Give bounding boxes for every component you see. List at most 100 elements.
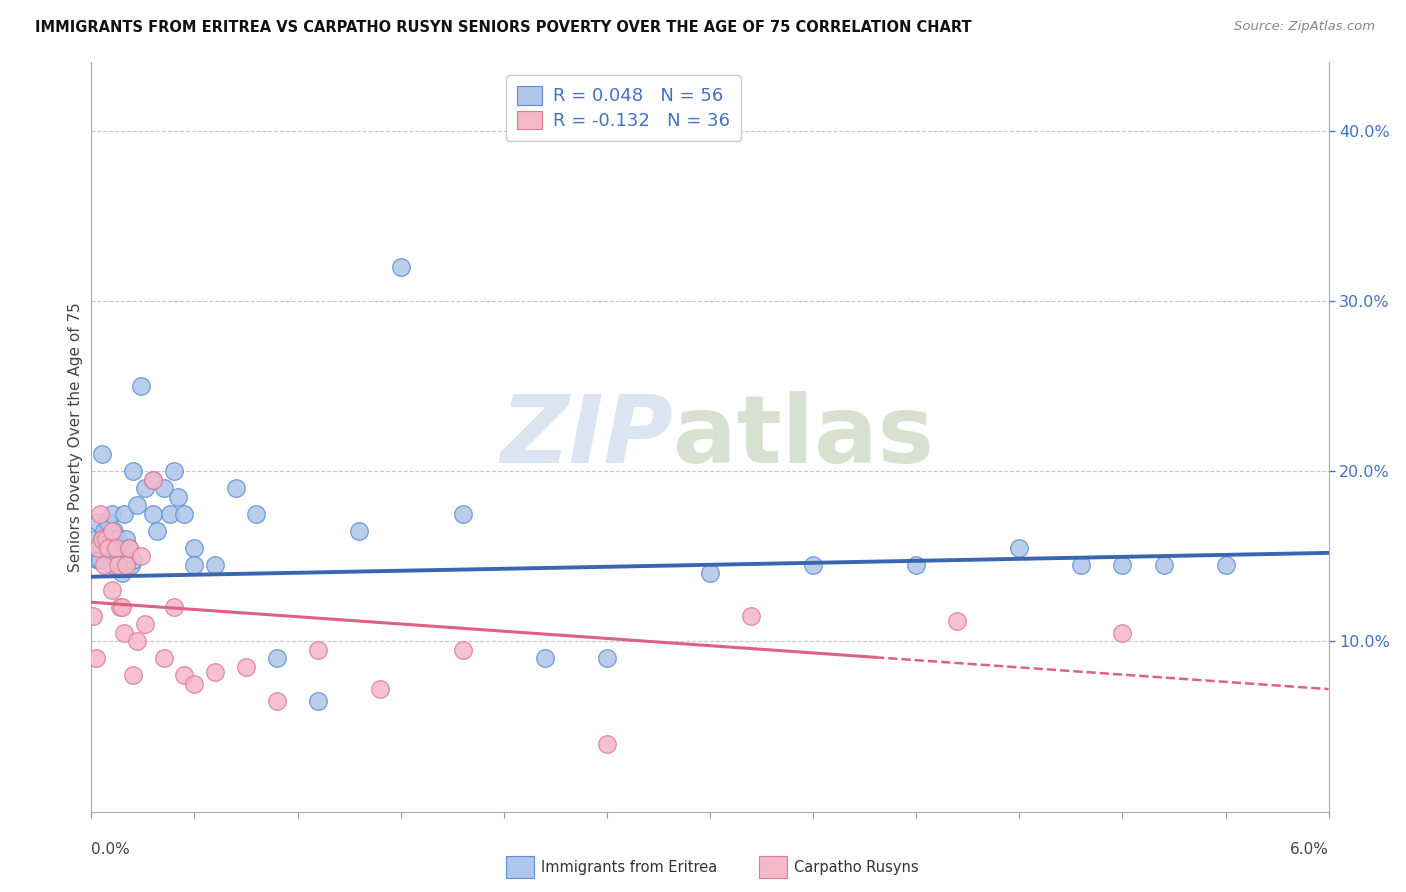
Point xyxy=(451,643,474,657)
Point xyxy=(112,507,135,521)
Point xyxy=(97,541,120,555)
Point xyxy=(101,524,124,538)
Point xyxy=(245,507,267,521)
Point xyxy=(801,558,824,572)
Point xyxy=(111,600,134,615)
Point xyxy=(115,533,138,547)
Point xyxy=(105,541,128,555)
Point xyxy=(740,608,762,623)
Point xyxy=(596,737,619,751)
Point xyxy=(451,507,474,521)
Point xyxy=(115,558,138,572)
Point xyxy=(93,558,115,572)
Point xyxy=(204,558,226,572)
Text: Source: ZipAtlas.com: Source: ZipAtlas.com xyxy=(1234,20,1375,33)
Point xyxy=(1215,558,1237,572)
Point xyxy=(121,668,143,682)
Point xyxy=(112,626,135,640)
Point xyxy=(82,541,104,555)
Point xyxy=(163,464,186,478)
Point xyxy=(101,507,124,521)
Point xyxy=(84,651,107,665)
Point xyxy=(1153,558,1175,572)
Point xyxy=(183,558,205,572)
Point xyxy=(349,524,371,538)
Point xyxy=(86,515,108,529)
Text: IMMIGRANTS FROM ERITREA VS CARPATHO RUSYN SENIORS POVERTY OVER THE AGE OF 75 COR: IMMIGRANTS FROM ERITREA VS CARPATHO RUSY… xyxy=(35,20,972,35)
Point xyxy=(101,541,124,555)
Point xyxy=(173,507,195,521)
Text: atlas: atlas xyxy=(673,391,934,483)
Point xyxy=(90,447,112,461)
Point xyxy=(90,533,112,547)
Point xyxy=(120,558,142,572)
Point xyxy=(105,533,128,547)
Point xyxy=(1070,558,1092,572)
Point xyxy=(225,481,247,495)
Point xyxy=(107,558,129,572)
Point xyxy=(97,515,120,529)
Point xyxy=(235,660,257,674)
Point xyxy=(134,617,156,632)
Point xyxy=(129,549,152,564)
Y-axis label: Seniors Poverty Over the Age of 75: Seniors Poverty Over the Age of 75 xyxy=(67,302,83,572)
Point xyxy=(98,541,121,555)
Point xyxy=(1008,541,1031,555)
Point xyxy=(307,643,329,657)
Point xyxy=(110,600,132,615)
Point xyxy=(183,677,205,691)
Point xyxy=(204,665,226,679)
Point xyxy=(107,533,129,547)
Point xyxy=(121,464,143,478)
Point xyxy=(159,507,181,521)
Legend: R = 0.048   N = 56, R = -0.132   N = 36: R = 0.048 N = 56, R = -0.132 N = 36 xyxy=(506,75,741,141)
Point xyxy=(534,651,557,665)
Point xyxy=(89,507,111,521)
Point xyxy=(117,541,139,555)
Point xyxy=(117,541,139,555)
Point xyxy=(125,498,148,512)
Point xyxy=(93,524,115,538)
Point xyxy=(266,694,288,708)
Text: 6.0%: 6.0% xyxy=(1289,842,1329,856)
Point xyxy=(121,552,143,566)
Point xyxy=(125,634,148,648)
Point xyxy=(134,481,156,495)
Point xyxy=(86,541,108,555)
Point xyxy=(103,524,125,538)
Point xyxy=(86,552,108,566)
Point xyxy=(142,507,165,521)
Point xyxy=(142,473,165,487)
Point xyxy=(101,583,124,598)
Point xyxy=(82,608,104,623)
Point xyxy=(142,473,165,487)
Point xyxy=(183,541,205,555)
Point xyxy=(368,682,391,697)
Point xyxy=(90,533,112,547)
Point xyxy=(163,600,186,615)
Point xyxy=(152,651,174,665)
Point xyxy=(89,552,111,566)
Point xyxy=(84,533,107,547)
Point xyxy=(94,533,117,547)
Point xyxy=(596,651,619,665)
Point xyxy=(946,614,969,628)
Point xyxy=(152,481,174,495)
Point xyxy=(1111,626,1133,640)
Text: Immigrants from Eritrea: Immigrants from Eritrea xyxy=(541,860,717,874)
Point xyxy=(94,541,117,555)
Point xyxy=(1111,558,1133,572)
Point xyxy=(111,566,134,581)
Point xyxy=(389,260,412,274)
Point xyxy=(905,558,928,572)
Point xyxy=(146,524,169,538)
Text: ZIP: ZIP xyxy=(501,391,673,483)
Point xyxy=(167,490,190,504)
Point xyxy=(101,558,124,572)
Point xyxy=(173,668,195,682)
Point xyxy=(266,651,288,665)
Text: 0.0%: 0.0% xyxy=(91,842,131,856)
Point xyxy=(699,566,721,581)
Point xyxy=(110,541,132,555)
Point xyxy=(129,379,152,393)
